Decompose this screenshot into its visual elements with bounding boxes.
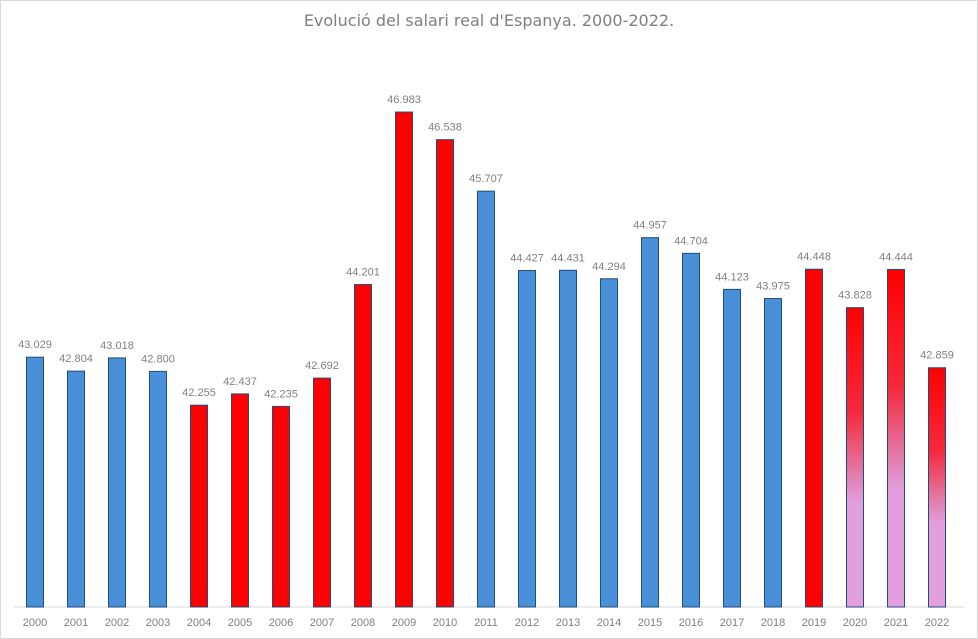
data-label-2017: 44.123 [715,271,749,283]
data-label-2016: 44.704 [674,235,708,247]
x-tick-label-2016: 2016 [679,617,703,629]
bar-2017 [723,288,741,608]
x-tick-label-2020: 2020 [843,617,867,629]
bar-2013 [559,269,577,608]
bar-2009 [395,111,413,608]
chart-title: Evolució del salari real d'Espanya. 2000… [303,11,675,30]
data-label-2007: 42.692 [305,360,339,372]
bar-2000 [26,356,44,608]
x-tick-label-2011: 2011 [474,617,498,629]
bar-2001 [67,370,85,608]
data-label-2008: 44.201 [346,267,380,279]
bar-2012 [518,270,536,608]
bar-2020 [846,307,864,608]
bar-2003 [149,370,167,608]
data-label-2006: 42.235 [264,388,298,400]
data-label-2015: 44.957 [633,220,667,232]
x-tick-label-2021: 2021 [884,617,908,629]
bar-2007 [313,377,331,608]
bar-2019 [805,268,823,608]
x-tick-label-2007: 2007 [310,617,334,629]
data-label-2009: 46.983 [387,94,421,106]
x-tick-label-2015: 2015 [638,617,662,629]
bar-2014 [600,278,618,608]
x-tick-label-2000: 2000 [23,617,47,629]
x-tick-label-2022: 2022 [925,617,949,629]
bar-2008 [354,284,372,608]
x-tick-label-2013: 2013 [556,617,580,629]
bar-2010 [436,139,454,608]
x-tick-label-2004: 2004 [187,617,211,629]
data-label-2019: 44.448 [797,251,831,263]
x-tick-label-2012: 2012 [515,617,539,629]
x-tick-label-2006: 2006 [269,617,293,629]
data-label-2013: 44.431 [551,252,585,264]
data-label-2003: 42.800 [141,353,175,365]
bar-2006 [272,405,290,608]
data-label-2005: 42.437 [223,376,257,388]
data-label-2014: 44.294 [592,261,626,273]
x-tick-label-2005: 2005 [228,617,252,629]
x-tick-label-2008: 2008 [351,617,375,629]
data-label-2002: 43.018 [100,340,134,352]
x-tick-label-2017: 2017 [720,617,744,629]
data-label-2020: 43.828 [838,290,872,302]
data-label-2018: 43.975 [756,281,790,293]
data-label-2004: 42.255 [182,387,216,399]
bar-2016 [682,252,700,608]
data-label-2012: 44.427 [510,253,544,265]
data-label-2000: 43.029 [18,339,52,351]
bar-2005 [231,393,249,608]
bar-2004 [190,404,208,608]
x-tick-label-2018: 2018 [761,617,785,629]
data-label-2022: 42.859 [920,350,954,362]
x-tick-label-2019: 2019 [802,617,826,629]
x-tick-label-2002: 2002 [105,617,129,629]
bar-2011 [477,190,495,608]
x-tick-label-2009: 2009 [392,617,416,629]
bar-2018 [764,298,782,608]
data-label-2011: 45.707 [469,173,503,185]
x-tick-label-2003: 2003 [146,617,170,629]
bar-2015 [641,237,659,608]
bar-2002 [108,357,126,608]
bar-2022 [928,367,946,608]
data-label-2001: 42.804 [59,353,93,365]
x-tick-label-2014: 2014 [597,617,621,629]
bar-2021 [887,268,905,608]
data-label-2010: 46.538 [428,122,462,134]
data-label-2021: 44.444 [879,251,913,263]
x-tick-label-2010: 2010 [433,617,457,629]
x-tick-label-2001: 2001 [64,617,88,629]
